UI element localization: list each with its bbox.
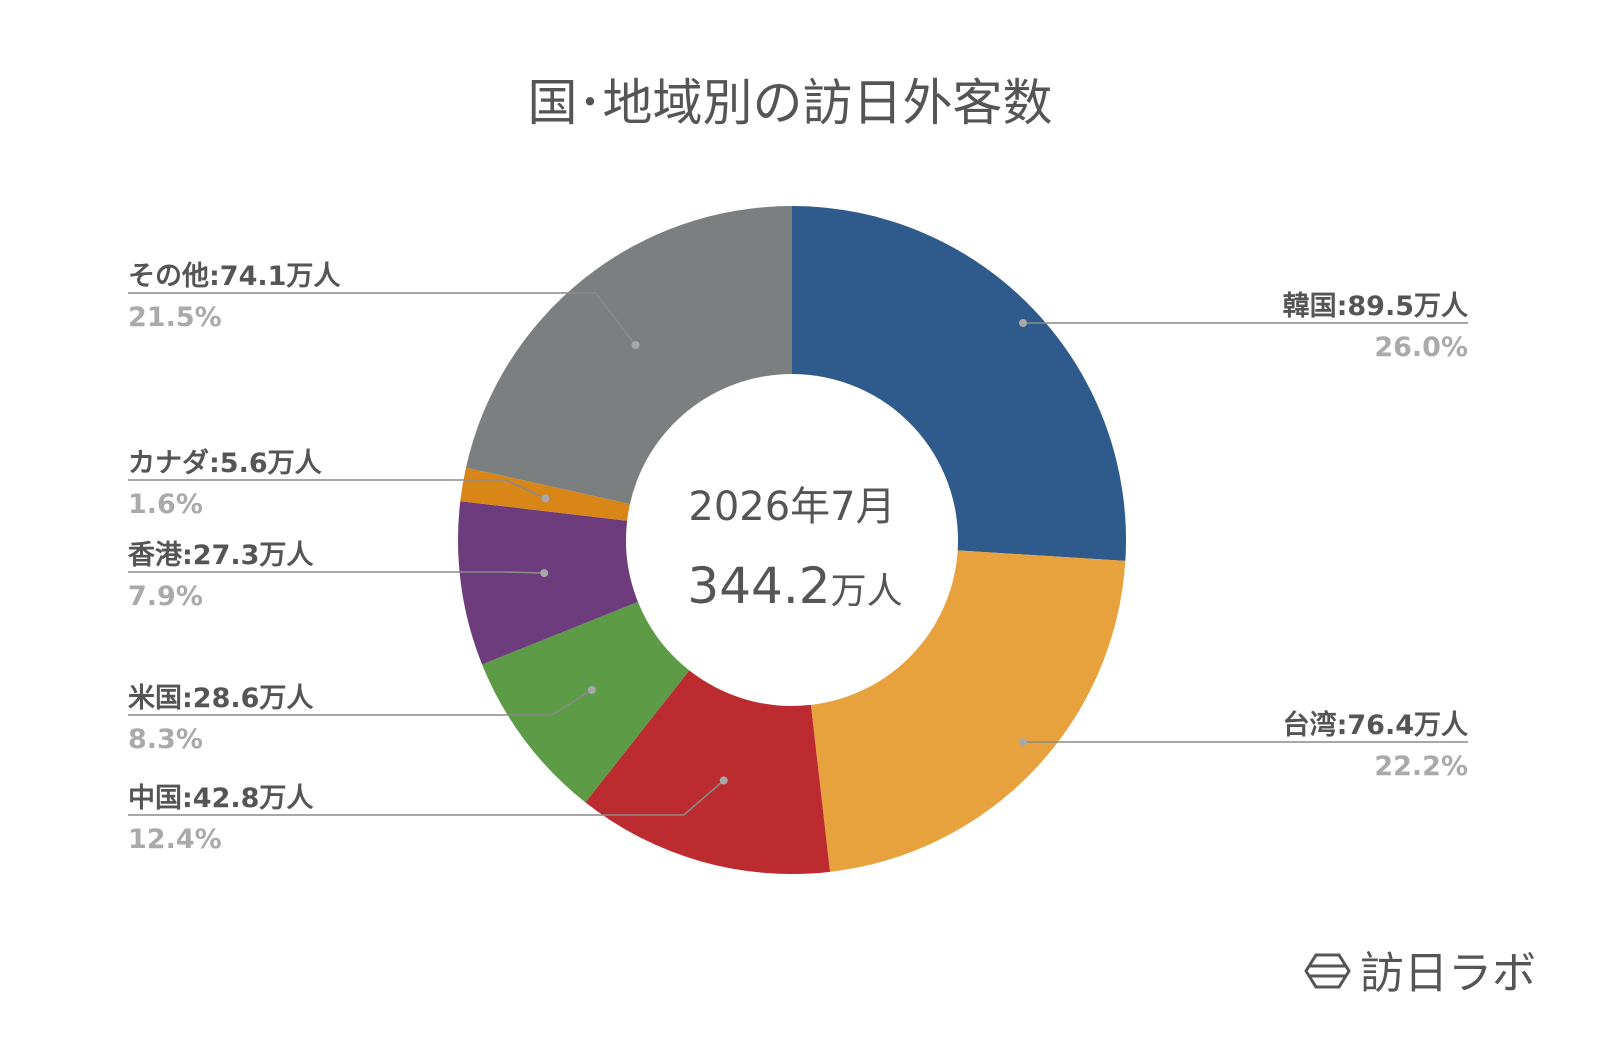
slice-6-wedge xyxy=(460,467,630,521)
slice-1-leader-dot xyxy=(1019,319,1027,327)
slice-3-leader-dot xyxy=(719,776,728,785)
labels-layer: 韓国:89.5万人 26.0% 台湾:76.4万人 22.2% 中国:42.8万人 12.… xyxy=(128,261,1468,855)
slice-7-wedge xyxy=(465,206,792,505)
slice-3-label: 中国:42.8万人 xyxy=(128,783,313,814)
hexagon-logo-icon xyxy=(1304,953,1351,989)
chart-title: 国･地域別の訪日外客数 xyxy=(528,74,1053,132)
center-total: 344.2万人 xyxy=(687,557,902,615)
slice-4-label: 米国:28.6万人 xyxy=(128,683,313,714)
slice-6-leader-line xyxy=(128,479,546,500)
slice-5-label: 香港:27.3万人 xyxy=(128,540,313,571)
slice-2-label: 台湾:76.4万人 xyxy=(1283,709,1468,741)
slice-1-wedge xyxy=(792,206,1126,561)
slice-4-leader-line xyxy=(128,689,593,716)
brand-name: 訪日ラボ xyxy=(1360,948,1536,999)
brand-logo: 訪日ラボ xyxy=(1304,948,1536,999)
slice-2-percent: 22.2% xyxy=(1374,751,1468,782)
leaders-layer xyxy=(128,292,1468,816)
slice-6-label: カナダ:5.6万人 xyxy=(128,447,322,479)
slice-5-leader-dot xyxy=(540,569,549,578)
slice-2-wedge xyxy=(810,550,1126,872)
slice-7-percent: 21.5% xyxy=(128,302,222,333)
slice-1-label: 韓国:89.5万人 xyxy=(1283,291,1468,322)
slice-4-wedge xyxy=(482,601,690,803)
slice-1-percent: 26.0% xyxy=(1374,332,1468,363)
slice-5-wedge xyxy=(458,501,638,665)
slice-2-leader-dot xyxy=(1019,738,1027,746)
slice-3-leader-line xyxy=(128,779,725,816)
slice-5-percent: 7.9% xyxy=(128,581,203,612)
slice-4-leader-dot xyxy=(587,685,596,694)
slice-3-wedge xyxy=(585,670,831,874)
slice-4-percent: 8.3% xyxy=(128,724,203,755)
slice-5-leader-line xyxy=(128,571,545,574)
slice-7-label: その他:74.1万人 xyxy=(128,261,340,292)
slice-6-percent: 1.6% xyxy=(128,489,203,520)
slice-7-leader-line xyxy=(128,292,637,346)
slices-layer xyxy=(458,206,1126,874)
center-total-unit: 万人 xyxy=(831,571,903,612)
center-date-label: 2026年7月 xyxy=(688,484,895,530)
slice-3-percent: 12.4% xyxy=(128,824,222,855)
slice-7-leader-dot xyxy=(631,341,640,350)
center-total-value: 344.2 xyxy=(687,557,830,615)
slice-6-leader-dot xyxy=(541,494,550,503)
